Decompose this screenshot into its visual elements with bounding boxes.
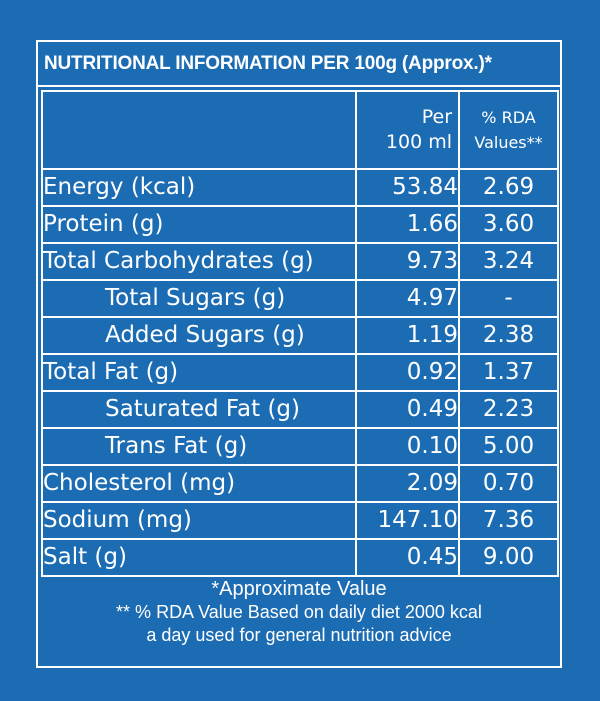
row-label: Salt (g) (41, 538, 357, 577)
row-value: 1.19 (355, 316, 460, 355)
header-per-line1: Per (421, 106, 452, 128)
row-value: 1.66 (355, 205, 460, 244)
header-rda-line2: Values** (474, 133, 543, 152)
table-row: Total Sugars (g) 4.97 - (41, 279, 559, 318)
header-rda-line1: % RDA (481, 108, 536, 127)
row-label: Cholesterol (mg) (41, 464, 357, 503)
row-value: 0.10 (355, 427, 460, 466)
panel-title: NUTRITIONAL INFORMATION PER 100g (Approx… (38, 42, 560, 87)
row-rda: 3.24 (458, 242, 559, 281)
row-label: Saturated Fat (g) (41, 390, 357, 429)
row-value: 4.97 (355, 279, 460, 318)
row-rda: 2.69 (458, 168, 559, 207)
row-rda: 7.36 (458, 501, 559, 540)
header-rda: % RDA Values** (458, 90, 559, 170)
nutrition-table: Per 100 ml % RDA Values** Energy (kcal) … (41, 90, 559, 577)
header-label-cell (41, 90, 357, 170)
footnote-rda-basis: ** % RDA Value Based on daily diet 2000 … (116, 602, 482, 622)
footnotes: *Approximate Value ** % RDA Value Based … (38, 577, 560, 647)
row-rda: 3.60 (458, 205, 559, 244)
nutrition-panel: NUTRITIONAL INFORMATION PER 100g (Approx… (36, 40, 562, 668)
row-value: 147.10 (355, 501, 460, 540)
row-value: 0.45 (355, 538, 460, 577)
row-rda: 0.70 (458, 464, 559, 503)
row-rda: 5.00 (458, 427, 559, 466)
row-rda: 9.00 (458, 538, 559, 577)
table-row: Salt (g) 0.45 9.00 (41, 538, 559, 577)
table-row: Sodium (mg) 147.10 7.36 (41, 501, 559, 540)
row-rda: 2.23 (458, 390, 559, 429)
table-row: Total Fat (g) 0.92 1.37 (41, 353, 559, 392)
row-value: 53.84 (355, 168, 460, 207)
row-label: Sodium (mg) (41, 501, 357, 540)
row-rda: 2.38 (458, 316, 559, 355)
row-label: Total Sugars (g) (41, 279, 357, 318)
header-per-line2: 100 ml (385, 131, 452, 153)
table-row: Trans Fat (g) 0.10 5.00 (41, 427, 559, 466)
footnote-approximate: *Approximate Value (211, 578, 387, 600)
row-label: Total Fat (g) (41, 353, 357, 392)
header-per-100ml: Per 100 ml (355, 90, 460, 170)
table-row: Added Sugars (g) 1.19 2.38 (41, 316, 559, 355)
table-row: Total Carbohydrates (g) 9.73 3.24 (41, 242, 559, 281)
row-rda: - (458, 279, 559, 318)
footnote-rda-usage: a day used for general nutrition advice (146, 625, 452, 645)
row-value: 2.09 (355, 464, 460, 503)
row-label: Total Carbohydrates (g) (41, 242, 357, 281)
row-label: Protein (g) (41, 205, 357, 244)
row-value: 0.92 (355, 353, 460, 392)
row-label: Added Sugars (g) (41, 316, 357, 355)
row-label: Trans Fat (g) (41, 427, 357, 466)
row-value: 0.49 (355, 390, 460, 429)
row-value: 9.73 (355, 242, 460, 281)
table-header-row: Per 100 ml % RDA Values** (41, 90, 559, 170)
table-row: Protein (g) 1.66 3.60 (41, 205, 559, 244)
row-rda: 1.37 (458, 353, 559, 392)
table-row: Cholesterol (mg) 2.09 0.70 (41, 464, 559, 503)
table-row: Energy (kcal) 53.84 2.69 (41, 168, 559, 207)
row-label: Energy (kcal) (41, 168, 357, 207)
table-row: Saturated Fat (g) 0.49 2.23 (41, 390, 559, 429)
